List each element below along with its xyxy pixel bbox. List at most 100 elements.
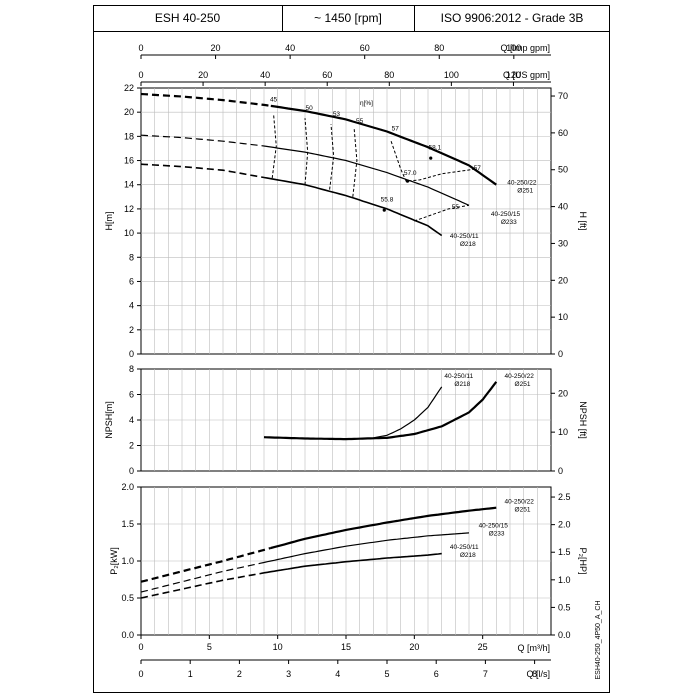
head-y-axis-label: H[m] [104, 212, 114, 231]
power-y-tick-label: 1.5 [121, 519, 134, 529]
npsh-y-tick-label: 6 [129, 390, 134, 400]
power-y-right-tick-label: 1.0 [558, 575, 571, 585]
us-gpm-tick-label: 100 [444, 70, 459, 80]
head-y-tick-label: 12 [124, 204, 134, 214]
head-curve-line [263, 176, 443, 237]
ls-tick-label: 1 [188, 669, 193, 679]
speed-label: ~ 1450 [rpm] [282, 5, 414, 32]
ls-tick-label: 4 [335, 669, 340, 679]
power-curve-name: 40-250/11 [450, 544, 479, 551]
head-curve-name: 40-250/11 [450, 233, 479, 240]
power-curve-line [263, 532, 470, 564]
npsh-curve-line [263, 381, 498, 441]
us-gpm-tick-label: 80 [384, 70, 394, 80]
power-curve-dashed [140, 546, 272, 583]
m3h-tick-label: 25 [478, 642, 488, 652]
efficiency-value: 53 [333, 111, 341, 118]
us-gpm-axis-label: Q [US gpm] [503, 70, 550, 80]
power-y-tick-label: 2.0 [121, 482, 134, 492]
head-y-right-tick-label: 60 [558, 128, 568, 138]
head-y-right-tick-label: 0 [558, 349, 563, 359]
ls-tick-label: 2 [237, 669, 242, 679]
efficiency-value: 50 [305, 105, 313, 112]
header-separator [282, 5, 283, 32]
efficiency-point [405, 179, 410, 183]
efficiency-iso-line [304, 118, 309, 185]
power-curve-diameter: Ø233 [489, 531, 505, 538]
imp-gpm-tick-label: 0 [138, 43, 143, 53]
efficiency-value: 57 [392, 125, 400, 132]
head-y-tick-label: 2 [129, 325, 134, 335]
ls-tick-label: 5 [384, 669, 389, 679]
head-y-right-tick-label: 10 [558, 312, 568, 322]
m3h-tick-label: 10 [273, 642, 283, 652]
imp-gpm-axis-label: Q [Imp gpm] [500, 43, 550, 53]
m3h-tick-label: 15 [341, 642, 351, 652]
power-y-right-tick-label: 2.5 [558, 492, 571, 502]
head-curve-dashed [140, 163, 265, 179]
npsh-y-tick-label: 0 [129, 466, 134, 476]
power-y-right-tick-label: 2.0 [558, 520, 571, 530]
head-y-tick-label: 14 [124, 180, 134, 190]
us-gpm-tick-label: 20 [198, 70, 208, 80]
efficiency-iso-line [352, 129, 358, 197]
head-y-right-tick-label: 20 [558, 275, 568, 285]
npsh-y-tick-label: 2 [129, 441, 134, 451]
power-y-tick-label: 1.0 [121, 556, 134, 566]
efficiency-point [429, 156, 433, 160]
ls-tick-label: 6 [434, 669, 439, 679]
us-gpm-tick-label: 40 [260, 70, 270, 80]
efficiency-value: 55 [452, 204, 460, 211]
m3h-tick-label: 20 [409, 642, 419, 652]
efficiency-value: 55 [356, 118, 364, 125]
head-curve-diameter: Ø233 [501, 219, 517, 226]
efficiency-value: 58.1 [429, 145, 442, 152]
head-curve-line [263, 145, 470, 206]
m3h-tick-label: 5 [207, 642, 212, 652]
head-curve-name: 40-250/15 [491, 211, 521, 218]
head-y-right-tick-label: 40 [558, 202, 568, 212]
head-curve-name: 40-250/22 [507, 180, 537, 187]
head-curve-diameter: Ø218 [460, 241, 476, 248]
power-y-axis-label: P₂[kW] [109, 547, 119, 575]
head-curve-dashed [140, 134, 265, 147]
head-curve-line [270, 104, 497, 186]
efficiency-iso-line [271, 114, 277, 179]
npsh-y-right-tick-label: 10 [558, 427, 568, 437]
efficiency-value: 57 [474, 165, 482, 172]
efficiency-iso-line [414, 204, 470, 222]
head-y-tick-label: 0 [129, 349, 134, 359]
m3h-axis-label: Q [m³/h] [517, 643, 550, 653]
model-title: ESH 40-250 [93, 5, 282, 32]
npsh-y-tick-label: 4 [129, 415, 134, 425]
head-y-tick-label: 8 [129, 252, 134, 262]
imp-gpm-tick-label: 80 [434, 43, 444, 53]
ls-tick-label: 3 [286, 669, 291, 679]
head-y-tick-label: 10 [124, 228, 134, 238]
power-curve-line [270, 506, 497, 550]
power-curve-dashed [140, 572, 265, 599]
head-y-tick-label: 22 [124, 83, 134, 93]
npsh-y-right-axis-label: NPSH [ft] [578, 401, 588, 439]
npsh-y-right-tick-label: 20 [558, 388, 568, 398]
header-separator [414, 5, 415, 32]
standard-label: ISO 9906:2012 - Grade 3B [414, 5, 610, 32]
ls-tick-label: 7 [483, 669, 488, 679]
power-y-right-axis-label: P₂[HP] [578, 548, 588, 575]
head-y-right-tick-label: 70 [558, 91, 568, 101]
power-curve-diameter: Ø251 [515, 506, 531, 513]
power-curve-diameter: Ø218 [460, 552, 476, 559]
npsh-curve-line [373, 386, 443, 439]
datasheet-frame [93, 5, 610, 693]
imp-gpm-tick-label: 100 [506, 43, 521, 53]
m3h-tick-label: 0 [138, 642, 143, 652]
head-curve-dashed [140, 92, 271, 107]
power-y-tick-label: 0.5 [121, 593, 134, 603]
power-y-right-tick-label: 1.5 [558, 547, 571, 557]
ls-axis-label: Q [l/s] [526, 669, 550, 679]
ls-tick-label: 8 [532, 669, 537, 679]
efficiency-point [382, 208, 386, 212]
npsh-y-tick-label: 8 [129, 364, 134, 374]
head-y-right-axis-label: H [ft] [578, 211, 588, 230]
